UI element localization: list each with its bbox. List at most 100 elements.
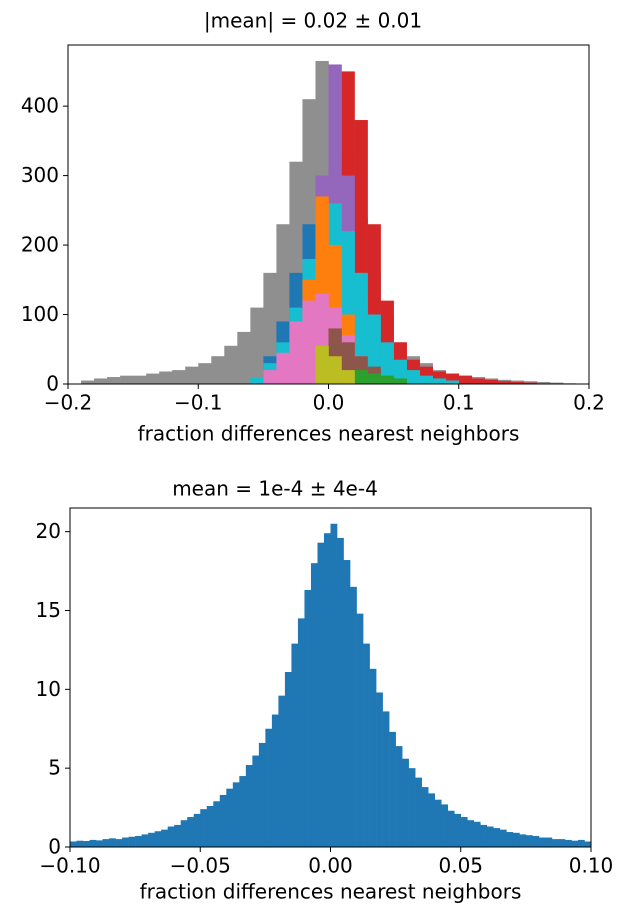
histogram-bar xyxy=(133,375,147,384)
histogram-bar xyxy=(315,345,329,384)
histogram-bar xyxy=(447,810,455,847)
histogram-bar xyxy=(538,837,546,847)
histogram-bar xyxy=(415,777,422,847)
y-tick-label: 0 xyxy=(46,372,59,396)
histogram-bar xyxy=(148,832,155,847)
histogram-bar xyxy=(525,835,533,847)
histogram-bar xyxy=(499,829,507,847)
histogram-bar xyxy=(252,755,260,847)
histogram-bar xyxy=(421,787,429,847)
histogram-bar xyxy=(406,370,420,384)
histogram-bar xyxy=(271,714,279,847)
histogram-bar xyxy=(454,813,462,847)
histogram-bar xyxy=(432,378,447,384)
y-tick-label: 300 xyxy=(21,163,59,187)
histogram-bar xyxy=(497,381,512,384)
histogram-bar xyxy=(89,839,97,847)
x-tick-label: 0.00 xyxy=(308,854,353,878)
y-tick-label: 0 xyxy=(48,835,61,859)
histogram-bar xyxy=(356,613,364,847)
histogram-bar xyxy=(76,840,84,847)
histogram-bar xyxy=(120,375,134,384)
x-tick-label: 0.10 xyxy=(569,854,614,878)
histogram-bar xyxy=(276,352,290,384)
histogram-bar xyxy=(519,834,527,847)
histogram-bar xyxy=(263,370,277,384)
x-tick-label: −0.2 xyxy=(44,391,93,415)
chart-title: |mean| = 0.02 ± 0.01 xyxy=(204,9,422,33)
x-tick-label: −0.10 xyxy=(39,854,100,878)
histogram-bar xyxy=(367,373,381,384)
histogram-bar xyxy=(232,782,240,847)
histogram-bar xyxy=(445,373,460,384)
histogram-bar xyxy=(382,711,390,847)
histogram-bar xyxy=(159,371,173,384)
histogram-bar xyxy=(193,813,201,847)
histogram-bar xyxy=(198,363,212,384)
histogram-bar xyxy=(70,841,77,847)
histogram-bar xyxy=(83,841,90,847)
histogram-bar xyxy=(154,831,162,847)
histogram-bar xyxy=(393,378,407,384)
y-tick-label: 20 xyxy=(36,519,61,543)
x-tick-label: 0.1 xyxy=(443,391,475,415)
histogram-bar xyxy=(493,828,501,847)
histogram-bar xyxy=(428,793,435,847)
histogram-bar xyxy=(434,799,442,847)
y-tick-label: 15 xyxy=(36,598,61,622)
histogram-bar xyxy=(180,820,188,847)
histogram-bar xyxy=(206,806,214,847)
histogram-bar xyxy=(297,618,305,847)
histogram-bar xyxy=(96,840,103,847)
histogram-bar xyxy=(239,776,247,847)
histogram-bar xyxy=(161,829,168,847)
histogram-bar xyxy=(480,824,488,847)
histogram-bar xyxy=(226,788,234,847)
histogram-bar xyxy=(310,563,318,847)
histogram-bar xyxy=(289,321,303,384)
histogram-bar xyxy=(369,668,377,847)
histogram-bar xyxy=(354,370,368,384)
y-tick-label: 400 xyxy=(21,94,59,118)
histogram-bar xyxy=(467,820,475,847)
histogram-bar xyxy=(200,809,208,847)
histogram-bar xyxy=(284,671,292,847)
histogram-bar xyxy=(187,817,195,847)
histogram-bar xyxy=(558,839,566,847)
histogram-bar xyxy=(532,835,540,847)
histogram-bar xyxy=(380,342,394,384)
histogram-bar xyxy=(402,758,409,847)
histogram-bar xyxy=(473,821,481,847)
x-tick-label: 0.0 xyxy=(313,391,345,415)
histogram-bar xyxy=(330,523,338,847)
histogram-bar xyxy=(343,560,351,847)
histogram-bar xyxy=(584,841,592,847)
histogram-bar xyxy=(250,377,264,384)
histogram-bar xyxy=(408,768,416,847)
histogram-bar xyxy=(577,839,585,847)
histogram-bar xyxy=(545,837,553,847)
histogram-bar xyxy=(291,643,299,847)
histogram-bar xyxy=(174,824,182,847)
histogram-bar xyxy=(167,826,175,847)
histogram-bar xyxy=(107,377,121,384)
histogram-bar xyxy=(278,695,286,847)
histogram-bar xyxy=(510,381,525,384)
histogram-bar xyxy=(571,840,579,847)
histogram-bar xyxy=(81,380,95,384)
histogram-bar xyxy=(363,643,370,847)
histogram-bar xyxy=(506,832,514,847)
histogram-bar xyxy=(564,839,572,847)
histogram-bar xyxy=(224,345,238,384)
x-axis-label: fraction differences nearest neighbors xyxy=(140,880,522,904)
x-tick-label: −0.1 xyxy=(174,391,223,415)
histogram-bar xyxy=(146,373,160,384)
histogram-bar xyxy=(258,742,266,847)
histogram-bar xyxy=(265,728,273,847)
histogram-bar xyxy=(94,378,108,384)
histogram-bar xyxy=(536,381,551,384)
histogram-bar xyxy=(471,378,486,384)
histogram-bar xyxy=(441,804,449,847)
histogram-bar xyxy=(245,765,253,847)
